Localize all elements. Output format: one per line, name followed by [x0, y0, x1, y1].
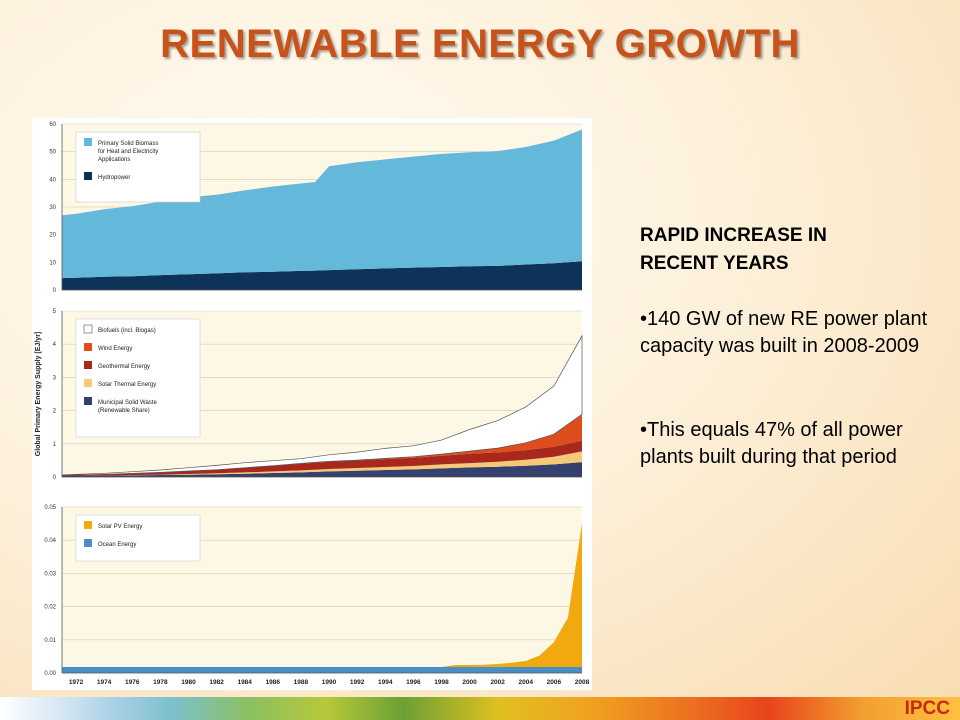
- bullet-item: •This equals 47% of all power plants bui…: [640, 419, 903, 468]
- x-tick-label: 1976: [125, 679, 140, 686]
- x-tick-label: 2008: [575, 679, 590, 686]
- chart-panel-2: 0 1 2 3 4 5 Biofuels (incl. Biogas) Wind Energy…: [53, 309, 583, 481]
- x-tick-label: 1984: [237, 679, 252, 686]
- y-tick-label: 10: [49, 260, 56, 266]
- y-tick-label: 2: [53, 409, 57, 415]
- chart-figure: Global Primary Energy Supply [EJ/yr] 0 10 2…: [32, 118, 592, 690]
- x-tick-label: 1978: [153, 679, 168, 686]
- x-tick-label: 1992: [350, 679, 365, 686]
- text-panel: RAPID INCREASE IN RECENT YEARS •140 GW o…: [640, 222, 940, 471]
- y-tick-label: 0.05: [44, 505, 56, 511]
- legend-box: [75, 318, 201, 438]
- x-tick-label: 2004: [519, 679, 534, 686]
- x-tick-label: 2006: [547, 679, 562, 686]
- legend-swatch: [84, 521, 92, 529]
- y-tick-label: 5: [53, 309, 57, 315]
- chart-panel-3: 0.00 0.01 0.02 0.03 0.04 0.05 Solar PV Energy O…: [44, 505, 582, 677]
- y-tick-label: 0.03: [44, 571, 56, 577]
- y-tick-label: 40: [49, 177, 56, 183]
- footer-source-label: IPCC: [904, 698, 950, 719]
- legend-swatch: [84, 379, 92, 387]
- x-tick-label: 1986: [266, 679, 281, 686]
- series-area: [61, 334, 583, 476]
- x-tick-label: 1998: [434, 679, 449, 686]
- legend-box: [75, 131, 201, 203]
- legend-swatch: [84, 138, 92, 146]
- series-area: [62, 667, 582, 673]
- x-tick-label: 2002: [490, 679, 505, 686]
- x-tick-label: 1982: [209, 679, 224, 686]
- legend-box: [75, 514, 201, 562]
- legend: Primary Solid Biomass for Heat and Electr…: [75, 131, 201, 203]
- slide-title: RENEWABLE ENERGY GROWTH: [160, 22, 800, 66]
- x-tick-label: 1994: [378, 679, 393, 686]
- y-tick-label: 50: [49, 150, 56, 156]
- series-area: [62, 451, 582, 476]
- legend-swatch: [84, 539, 92, 547]
- y-tick-label: 3: [53, 375, 57, 381]
- series-area: [62, 440, 582, 476]
- x-tick-label: 1972: [69, 679, 84, 686]
- legend-swatch: [83, 324, 93, 334]
- y-tick-label: 30: [49, 205, 56, 211]
- legend-swatch: [84, 343, 92, 351]
- series-area: [62, 462, 582, 477]
- legend-label: Biofuels (incl. Biogas): [98, 328, 156, 334]
- y-tick-label: 0.01: [44, 638, 56, 644]
- legend-label: Hydropower: [98, 175, 130, 181]
- y-tick-label: 20: [49, 233, 56, 239]
- text-heading: RAPID INCREASE IN RECENT YEARS: [640, 225, 827, 274]
- x-tick-label: 1974: [97, 679, 112, 686]
- legend-swatch: [84, 172, 92, 180]
- series-area: [62, 129, 582, 279]
- series-area: [62, 261, 582, 290]
- legend-label: Wind Energy: [98, 346, 132, 352]
- x-tick-label: 2000: [462, 679, 477, 686]
- y-tick-label: 4: [53, 342, 57, 348]
- y-tick-label: 1: [53, 442, 57, 448]
- chart-svg: Global Primary Energy Supply [EJ/yr]0102…: [35, 122, 590, 686]
- x-tick-label: 1980: [181, 679, 196, 686]
- legend-swatch: [84, 397, 92, 405]
- chart-panel-1: 0 10 20 30 40 50 60 Primary Solid Biomass for He…: [49, 122, 582, 294]
- legend-label: Solar Thermal Energy: [98, 382, 156, 388]
- y-tick-label: 0.04: [44, 538, 56, 544]
- x-tick-label: 1996: [406, 679, 421, 686]
- legend: Biofuels (incl. Biogas) Wind Energy Geothe…: [75, 318, 201, 438]
- x-tick-label: 1988: [294, 679, 309, 686]
- x-tick-label: 1990: [322, 679, 337, 686]
- legend-label: Ocean Energy: [98, 542, 136, 548]
- y-tick-label: 60: [49, 122, 56, 128]
- y-tick-label: 0: [53, 475, 57, 481]
- legend: Solar PV Energy Ocean Energy: [75, 514, 201, 562]
- y-tick-label: 0.02: [44, 605, 56, 611]
- legend-swatch: [84, 361, 92, 369]
- footer-color-bar: IPCC: [0, 697, 960, 720]
- legend-label: Primary Solid Biomass for Heat and Electr…: [98, 141, 158, 163]
- y-tick-label: 0.00: [44, 671, 56, 677]
- bullet-item: •140 GW of new RE power plant capacity w…: [640, 308, 928, 357]
- legend-label: Municipal Solid Waste (Renewable Share): [98, 400, 157, 414]
- y-axis-label: Global Primary Energy Supply [EJ/yr]: [35, 332, 42, 456]
- y-tick-label: 0: [53, 288, 57, 294]
- legend-label: Solar PV Energy: [98, 524, 142, 530]
- legend-label: Geothermal Energy: [98, 364, 150, 370]
